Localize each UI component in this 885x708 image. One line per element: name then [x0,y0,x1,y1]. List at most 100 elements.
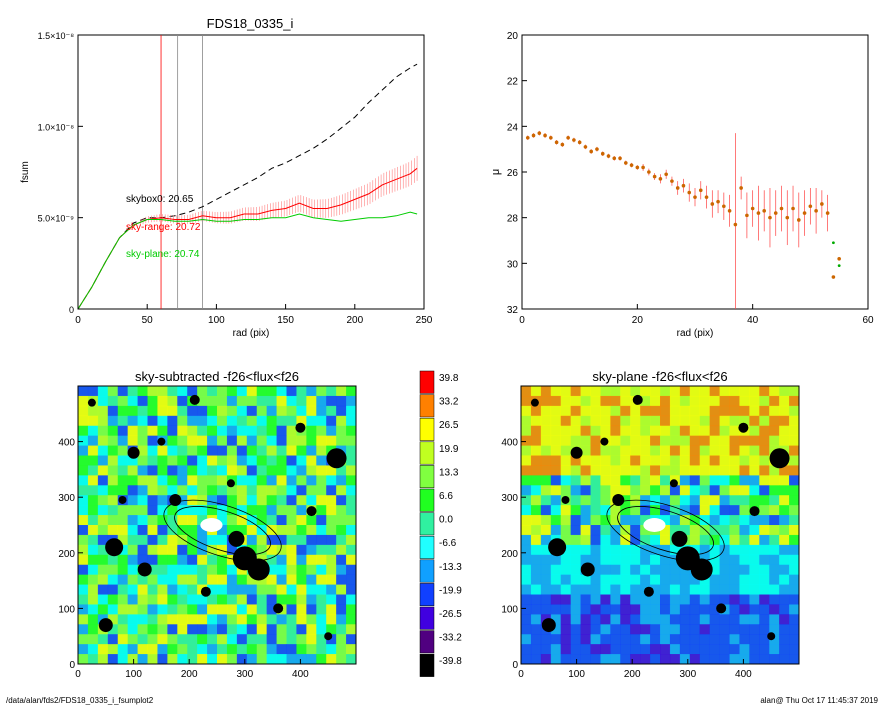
map-cell [157,415,168,427]
map-cell [679,654,691,665]
mu-point [779,206,784,211]
y-tick-label: 28 [507,214,519,225]
map-cell [709,405,720,417]
mu-point [583,145,588,149]
map-cell [759,435,770,446]
map-cell [610,604,621,615]
map-cell [97,505,109,516]
map-cell [699,425,710,436]
map-cell [699,634,710,645]
map-cell [296,445,307,456]
map-cell [346,435,357,446]
map-cell [570,505,581,516]
map-cell [719,455,730,466]
map-cell [187,564,198,575]
map-cell [137,604,148,615]
map-cell [689,614,701,625]
map-cell [650,415,661,427]
map-cell [669,505,681,516]
map-cell [147,435,158,446]
x-tick-label: 200 [181,669,198,680]
map-cell [699,534,710,546]
map-cell [699,544,710,556]
map-cell [157,654,168,665]
map-cell [729,386,740,397]
map-cell [769,475,780,486]
map-cell [540,584,552,595]
map-cell [620,654,631,665]
map-cell [769,584,780,595]
map-cell [630,554,641,566]
map-cell [521,574,532,585]
map-cell [560,644,571,655]
map-cell [749,445,760,456]
map-cell [650,395,661,407]
map-cell [187,445,198,456]
map-cell [246,405,258,417]
map-cell [256,455,267,466]
map-cell [276,644,287,655]
mu-point [814,209,818,213]
map-cell [217,594,228,605]
mask-blob [570,446,583,459]
mask-blob [169,493,182,506]
map-cell [177,455,188,466]
map-cell [226,584,238,595]
map-cell [266,624,277,635]
map-cell [117,554,128,566]
map-cell [226,465,238,476]
map-cell [689,644,701,655]
map-cell [669,495,681,506]
map-cell [217,495,228,506]
map-cell [620,405,631,417]
map-cell [177,564,188,575]
map-cell [580,425,591,436]
map-cell [276,495,287,506]
y-tick-label: 24 [507,122,519,133]
map-cell [97,584,109,595]
map-cell [177,624,188,635]
map-cell [236,505,248,516]
map-cell [78,515,89,526]
map-cell [630,485,641,496]
map-cell [97,435,109,446]
map-cell [739,654,750,665]
map-cell [336,544,347,556]
map-cell [87,425,99,436]
map-cell [336,574,347,585]
map-cell [246,515,258,526]
map-cell [266,455,277,466]
map-cell [207,415,218,427]
map-cell [570,395,581,407]
map-cell [286,475,297,486]
map-cell [620,515,631,526]
map-cell [217,624,228,635]
map-cell [739,485,750,496]
map-cell [197,654,208,665]
map-cell [570,614,581,625]
map-cell [256,594,267,605]
map-cell [316,515,327,526]
map-cell [276,386,287,397]
map-cell [276,415,287,427]
map-cell [157,604,168,615]
map-cell [540,654,552,665]
map-cell [679,604,691,615]
map-cell [689,395,701,407]
y-tick-label: 400 [58,438,75,449]
map-cell [147,554,158,566]
map-cell [540,604,552,615]
map-cell [157,495,168,506]
map-cell [266,475,277,486]
mu-point [687,190,692,195]
map-cell [187,584,198,595]
map-cell [346,634,357,645]
map-cell [226,634,238,645]
map-cell [276,594,287,605]
map-cell [550,594,562,605]
map-cell [336,465,347,476]
map-cell [97,386,109,397]
map-cell [207,425,218,436]
y-tick-label: 0 [69,660,75,671]
map-cell [669,515,681,526]
